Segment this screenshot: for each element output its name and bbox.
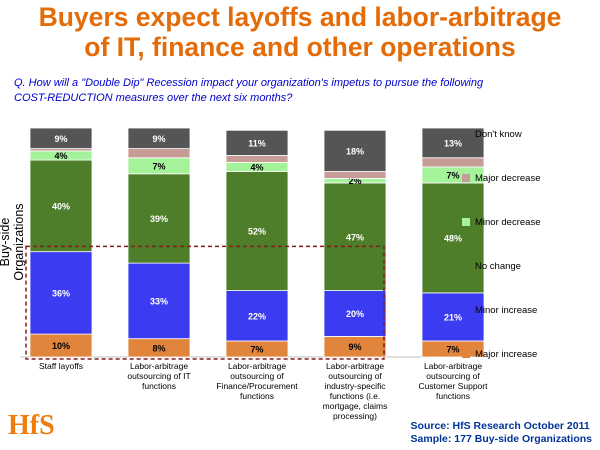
source-line-1: Source: HfS Research October 2011 [410,420,590,432]
data-label: 7% [250,344,263,354]
data-label: 36% [52,288,70,298]
bar-segment [127,262,191,340]
legend-label: Don't know [475,129,522,140]
data-label: 39% [150,214,168,224]
category-label: industry-specific [325,381,387,391]
bar-segment [323,182,387,291]
category-label: Labor-arbitrage [424,361,482,371]
data-label: 13% [444,138,462,148]
category-label: Labor-arbitrage [130,361,188,371]
legend-swatch [462,130,470,138]
survey-question: Q. How will a "Double Dip" Recession imp… [14,76,594,106]
data-label: 8% [152,343,165,353]
bar-segment [127,127,191,150]
category-label: Labor-arbitrage [326,361,384,371]
bar-segment [225,290,289,342]
category-label: functions (i.e. [330,391,381,401]
data-label: 21% [444,312,462,322]
legend-label: Major increase [475,349,537,360]
bar-segment [421,127,485,159]
bar-segment [421,292,485,342]
title-line-1: Buyers expect layoffs and labor-arbitrag… [38,2,562,32]
legend-label: Major decrease [475,173,540,184]
hfs-logo-mark: HfS [6,404,68,444]
data-label: 20% [346,309,364,319]
bar-segment [421,182,485,294]
data-label: 10% [52,341,70,351]
data-label: 7% [446,170,459,180]
data-label: 52% [248,227,266,237]
category-label: Customer Support [419,381,489,391]
data-label: 33% [150,296,168,306]
chart-title: Buyers expect layoffs and labor-arbitrag… [0,2,600,62]
category-label: outsourcing of IT [127,371,190,381]
data-label: 48% [444,233,462,243]
legend-swatch [462,350,470,358]
legend-swatch [462,262,470,270]
bar-segment [323,290,387,337]
category-label: Finance/Procurement [216,381,298,391]
data-label: 7% [152,161,165,171]
bar-segment [323,171,387,179]
category-label: outsourcing of [230,371,284,381]
bar-segment [225,155,289,163]
bar-segment [323,129,387,172]
data-label: 9% [348,342,361,352]
bar-segment [421,157,485,168]
highlight-box [25,245,385,360]
source-line-2: Sample: 177 Buy-side Organizations [410,433,592,445]
legend-swatch [462,306,470,314]
bar-segment [29,159,93,253]
category-label: outsourcing of [328,371,382,381]
question-line-2: COST-REDUCTION measures over the next si… [14,92,293,104]
hfs-logo: HfS [6,404,68,444]
category-label: mortgage, claims [323,401,388,411]
legend-label: Minor decrease [475,217,540,228]
legend-swatch [462,174,470,182]
bar-segment [127,148,191,159]
data-label: 11% [248,138,266,148]
data-label: 40% [52,201,70,211]
data-label: 47% [346,232,364,242]
category-label: functions [240,391,274,401]
bar-segment [29,127,93,150]
category-label: outsourcing of [426,371,480,381]
legend-label: Minor increase [475,305,537,316]
data-label: 4% [54,151,67,161]
legend-label: No change [475,261,521,272]
category-label: processing) [333,411,377,421]
category-label: Staff layoffs [39,361,83,371]
bar-segment [29,251,93,335]
bar-segment [225,129,289,156]
data-label: 9% [152,134,165,144]
question-line-1: Q. How will a "Double Dip" Recession imp… [14,77,484,89]
category-label: functions [436,391,470,401]
legend-swatch [462,218,470,226]
source-note: Source: HfS Research October 2011 Sample… [411,420,592,446]
data-label: 2% [348,176,361,186]
data-label: 22% [248,311,266,321]
category-label: Labor-arbitrage [228,361,286,371]
data-label: 4% [250,162,263,172]
data-label: 7% [446,344,459,354]
title-line-2: of IT, finance and other operations [84,32,516,62]
data-label: 9% [54,134,67,144]
category-label: functions [142,381,176,391]
bar-segment [127,173,191,264]
logo-text: HfS [8,410,55,441]
bar-segment [225,171,289,291]
data-label: 18% [346,146,364,156]
